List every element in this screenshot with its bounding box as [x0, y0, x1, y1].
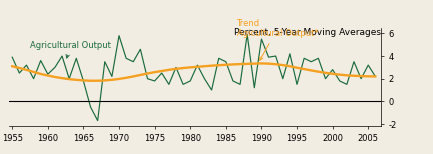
Text: Percent, 5-Year Moving Averages: Percent, 5-Year Moving Averages — [234, 28, 381, 37]
Text: Agricultural Output: Agricultural Output — [30, 41, 111, 58]
Text: Trend
Agicultural Output*: Trend Agicultural Output* — [236, 19, 318, 60]
